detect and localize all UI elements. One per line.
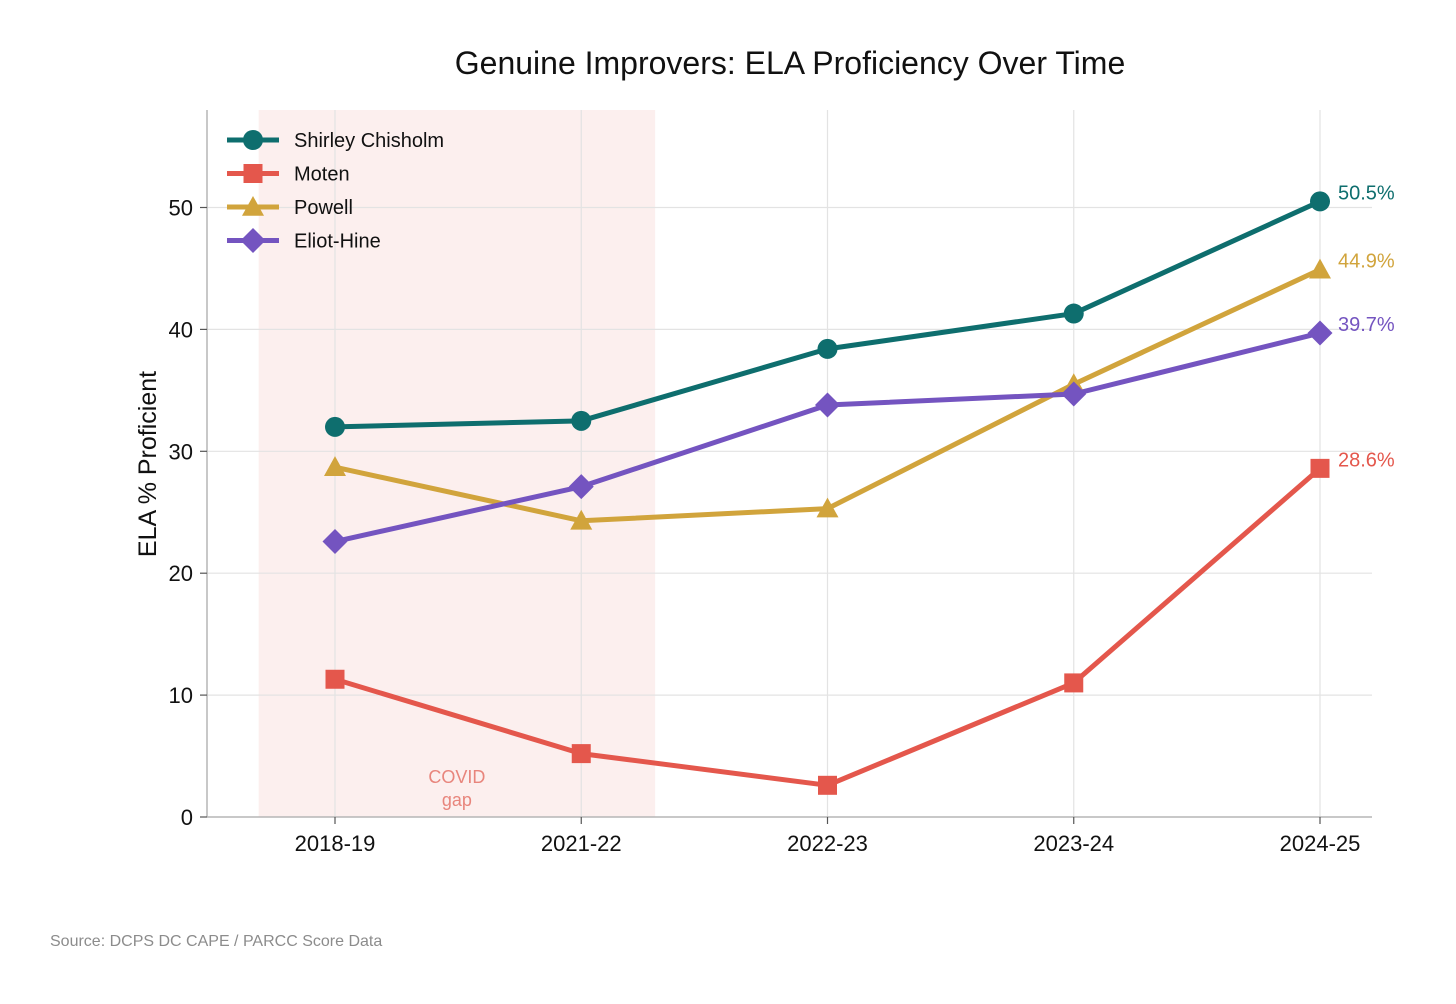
y-axis-label: ELA % Proficient xyxy=(134,371,162,557)
data-point-eliot-hine xyxy=(1307,320,1333,346)
data-point-shirley-chisholm xyxy=(817,338,838,359)
end-labels: 50.5% 28.6% 44.9% 39.7% xyxy=(1338,182,1395,471)
source-note: Source: DCPS DC CAPE / PARCC Score Data xyxy=(50,933,383,950)
legend-item-eliot-hine: Eliot-Hine xyxy=(227,228,381,253)
y-tick-label: 30 xyxy=(169,439,193,464)
end-label-shirley-chisholm: 50.5% xyxy=(1338,182,1395,204)
legend: Shirley Chisholm Moten Powell Eliot-Hine xyxy=(227,130,444,253)
end-label-eliot-hine: 39.7% xyxy=(1338,314,1395,336)
data-point-eliot-hine xyxy=(322,529,348,555)
legend-item-shirley-chisholm: Shirley Chisholm xyxy=(227,130,444,152)
data-point-moten xyxy=(571,744,591,764)
data-point-shirley-chisholm xyxy=(1310,191,1330,212)
x-tick-label: 2024-25 xyxy=(1280,831,1361,856)
covid-gap-shade xyxy=(258,110,656,817)
y-tick-label: 0 xyxy=(181,805,193,830)
x-tick-label: 2018-19 xyxy=(295,831,376,856)
data-point-eliot-hine xyxy=(1061,381,1087,407)
data-point-shirley-chisholm xyxy=(325,416,345,437)
data-point-powell xyxy=(1309,258,1331,279)
data-point-shirley-chisholm xyxy=(571,410,592,431)
series-shirley-chisholm xyxy=(325,191,1330,437)
x-tick-label: 2021-22 xyxy=(541,831,622,856)
grid xyxy=(207,110,1372,817)
data-point-eliot-hine xyxy=(815,392,840,418)
data-point-eliot-hine xyxy=(568,474,594,500)
data-point-powell xyxy=(324,456,346,476)
data-point-powell xyxy=(816,497,839,518)
series-moten xyxy=(325,458,1330,795)
series-group xyxy=(322,191,1333,795)
legend-item-powell: Powell xyxy=(227,196,353,219)
data-point-moten xyxy=(1310,458,1330,478)
series-eliot-hine xyxy=(322,320,1333,555)
y-tick-label: 40 xyxy=(169,317,193,342)
y-tick-label: 20 xyxy=(169,561,193,586)
end-label-powell: 44.9% xyxy=(1338,251,1395,273)
data-point-shirley-chisholm xyxy=(1063,303,1084,324)
x-tick-label: 2022-23 xyxy=(787,831,868,856)
end-label-moten: 28.6% xyxy=(1338,449,1395,471)
data-point-moten xyxy=(818,775,837,795)
chart-title: Genuine Improvers: ELA Proficiency Over … xyxy=(455,45,1125,81)
covid-gap-label-line1: COVID xyxy=(428,767,485,787)
legend-label-moten: Moten xyxy=(294,164,350,186)
data-point-powell xyxy=(570,509,593,530)
y-tick-label: 50 xyxy=(169,196,193,221)
legend-marker-shirley-chisholm xyxy=(243,130,263,150)
axes: 0 10 20 30 40 50 2018-19 2021-22 2022-23 2023-24 2… xyxy=(169,110,1372,856)
legend-marker-eliot-hine xyxy=(240,228,266,253)
data-point-moten xyxy=(1064,673,1084,693)
y-tick-label: 10 xyxy=(169,683,193,708)
x-tick-label: 2023-24 xyxy=(1033,831,1114,856)
legend-label-shirley-chisholm: Shirley Chisholm xyxy=(294,130,444,152)
data-point-moten xyxy=(325,669,345,689)
legend-label-powell: Powell xyxy=(294,197,353,219)
covid-gap-label-line2: gap xyxy=(442,790,472,810)
covid-gap-region: COVID gap xyxy=(258,110,656,817)
legend-item-moten: Moten xyxy=(227,164,350,186)
legend-marker-moten xyxy=(243,164,263,183)
legend-label-eliot-hine: Eliot-Hine xyxy=(294,231,381,253)
legend-marker-powell xyxy=(242,196,264,216)
